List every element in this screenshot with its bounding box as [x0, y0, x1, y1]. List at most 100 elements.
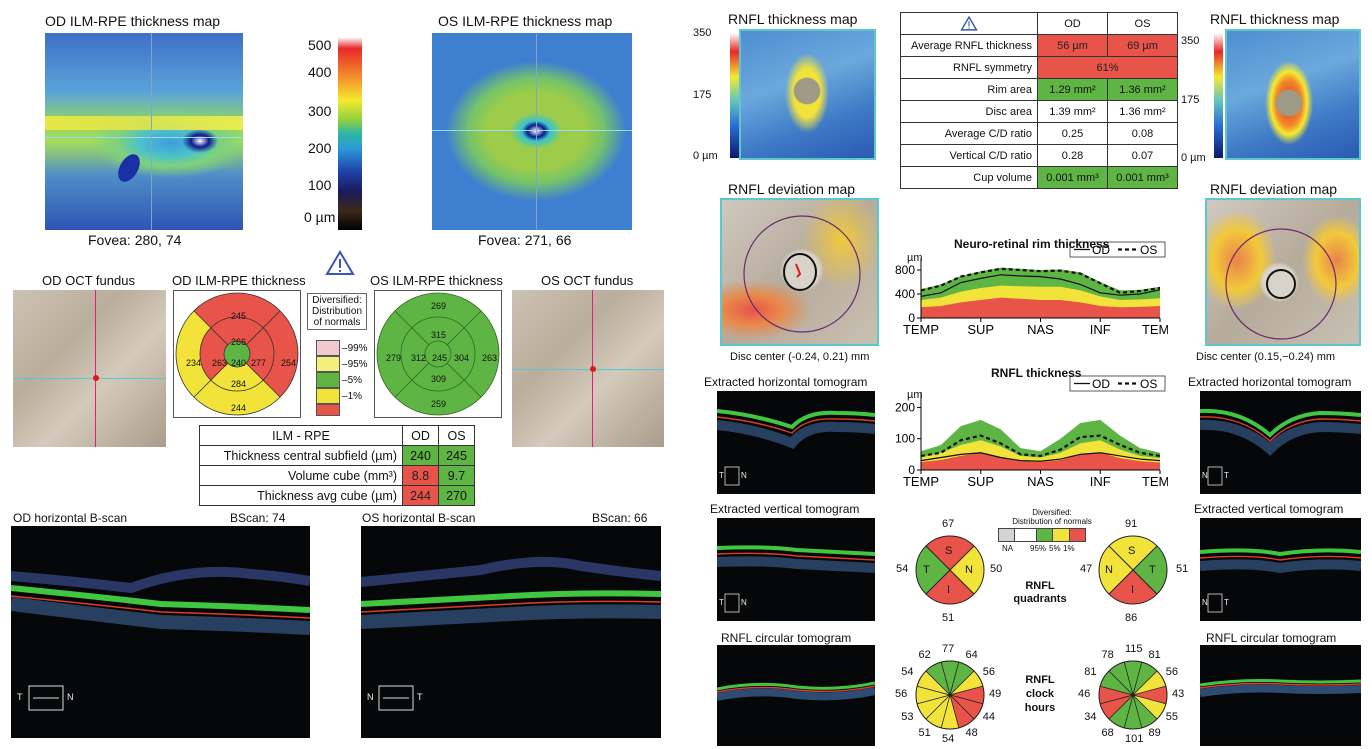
od-etdrs-frame [173, 290, 301, 418]
legend-label-5: –5% [342, 375, 363, 386]
od-ext-horizontal-title: Extracted horizontal tomogram [704, 375, 868, 389]
os-quad-s: 91 [1125, 518, 1138, 530]
ilm-table-header-label: ILM - RPE [199, 425, 403, 446]
os-etdrs-grid [376, 292, 500, 416]
quadrant-legend-5: 5% [1049, 544, 1061, 553]
clock-hour-value: 53 [901, 710, 914, 723]
od-bscan-letter-t: T [17, 692, 23, 702]
ilm-row-os: 245 [438, 445, 475, 466]
normal-band [921, 452, 1160, 470]
od-rnfl-map-title: RNFL thickness map [728, 11, 858, 27]
od-horizontal-bscan: T N [11, 526, 310, 738]
x-tick-label: SUP [967, 474, 994, 489]
od-ilm-thickness-map [45, 33, 243, 230]
os-quad-letter-n: N [1105, 564, 1113, 576]
rnfl-chart-title: RNFL thickness [991, 366, 1082, 380]
rnfl-row-label: Vertical C/D ratio [900, 144, 1038, 167]
y-tick-label: 800 [895, 263, 915, 277]
ilm-row-os: 270 [438, 485, 475, 506]
rnfl-row-od: 0.001 mm³ [1037, 166, 1108, 189]
od-quad-t: 54 [896, 563, 909, 575]
colorbar-tick-200: 200 [308, 140, 332, 156]
x-tick-label: NAS [1027, 322, 1054, 337]
rnfl-row-od: 0.25 [1037, 122, 1108, 145]
rnfl-chart-ylabel: µm [907, 389, 923, 401]
os-ext-h-letter-t: T [1224, 471, 1229, 480]
od-rnfl-thickness-map [739, 29, 876, 160]
os-ext-v-letter-t: T [1224, 598, 1229, 607]
od-ext-horizontal-tomogram: T N [717, 391, 875, 494]
ilm-row-od: 244 [402, 485, 439, 506]
colorbar-tick-400: 400 [308, 64, 332, 80]
os-quad-i: 86 [1125, 612, 1138, 624]
os-circ-tomogram-title: RNFL circular tomogram [1206, 631, 1337, 645]
clock-hour-value: 46 [1078, 688, 1091, 700]
quadrant-legend-na: NA [1002, 544, 1014, 553]
legend-label-95: –95% [342, 359, 368, 370]
clock-hour-value: 48 [965, 726, 978, 739]
rnfl-row-os: 1.36 mm² [1107, 78, 1178, 101]
od-ext-vertical-title: Extracted vertical tomogram [710, 502, 860, 516]
os-bscan-letter-n: N [367, 692, 374, 702]
y-tick-label: 0 [908, 311, 915, 325]
clock-hour-value: 101 [1125, 733, 1144, 745]
ilm-row-os: 9.7 [438, 465, 475, 486]
rnfl-row-label: Disc area [900, 100, 1038, 123]
os-rnfl-map-title: RNFL thickness map [1210, 11, 1340, 27]
rnfl-row-od: 1.39 mm² [1037, 100, 1108, 123]
od-disc-center-label: Disc center (-0.24, 0.21) mm [730, 351, 870, 363]
os-rnfl-colorbar [1214, 33, 1223, 158]
os-horizontal-bscan: N T [361, 526, 661, 738]
clock-outline [1098, 660, 1168, 730]
rim-chart-title: Neuro-retinal rim thickness [954, 237, 1110, 251]
os-rnfl-scale-175: 175 [1181, 94, 1200, 106]
os-ilm-map-title: OS ILM-RPE thickness map [438, 13, 613, 29]
legend-od-label: OD [1092, 243, 1110, 257]
clock-hour-value: 54 [901, 665, 914, 678]
clock-hour-value: 51 [918, 726, 931, 739]
od-ext-v-letter-t: T [719, 598, 724, 607]
x-tick-label: TEMP [1142, 474, 1168, 489]
ilm-row-od: 240 [402, 445, 439, 466]
rnfl-row-symmetry: 61% [1037, 56, 1178, 79]
od-sector-center: 240 [231, 358, 247, 368]
os-ext-horizontal-title: Extracted horizontal tomogram [1188, 375, 1352, 389]
od-circular-tomogram [717, 645, 875, 746]
quadrant-legend-bar [998, 528, 1086, 542]
rnfl-table-header-od: OD [1037, 12, 1108, 35]
od-ext-h-letter-n: N [741, 471, 747, 480]
od-sector-inner-right: 277 [251, 358, 267, 368]
legend-swatch-bottom [316, 404, 340, 416]
os-sector-inner-left: 312 [411, 353, 427, 363]
od-bscan-title: OD horizontal B-scan [13, 511, 128, 525]
ilm-table-header-od: OD [402, 425, 439, 446]
y-tick-label: 200 [895, 400, 915, 414]
legend-od-label: OD [1092, 377, 1110, 391]
od-sector-inner-top: 266 [231, 337, 247, 347]
rnfl-quadrants-label: RNFL quadrants [1013, 580, 1067, 605]
od-bscan-number: BScan: 74 [230, 511, 286, 525]
clock-hour-value: 62 [918, 649, 931, 662]
os-oct-fundus-image [512, 290, 664, 447]
clock-hour-value: 44 [982, 710, 995, 723]
os-rnfl-scale-350: 350 [1181, 35, 1200, 47]
rnfl-row-od: 56 µm [1037, 34, 1108, 57]
ilm-table-header-os: OS [438, 425, 475, 446]
quadrant-legend-title-1: Diversified: [1032, 508, 1072, 517]
os-sector-outer-top: 269 [431, 301, 447, 311]
rnfl-table-warning-cell [900, 12, 1038, 35]
rnfl-row-label: Average RNFL thickness [900, 34, 1038, 57]
legend-box [1069, 241, 1166, 258]
os-quad-n: 47 [1080, 563, 1093, 575]
colorbar-tick-100: 100 [308, 177, 332, 193]
x-tick-label: SUP [967, 322, 994, 337]
os-disc-center-label: Disc center (0.15,−0.24) mm [1196, 351, 1336, 363]
colorbar-tick-500: 500 [308, 37, 332, 53]
os-ext-v-letter-n: N [1202, 598, 1208, 607]
clock-hour-value: 55 [1165, 710, 1178, 723]
clock-hour-value: 49 [989, 688, 1002, 700]
legend-box [1069, 375, 1166, 392]
legend-swatch-1 [316, 388, 340, 404]
od-sector-inner-bottom: 284 [231, 379, 247, 389]
x-tick-label: TEMP [903, 322, 939, 337]
